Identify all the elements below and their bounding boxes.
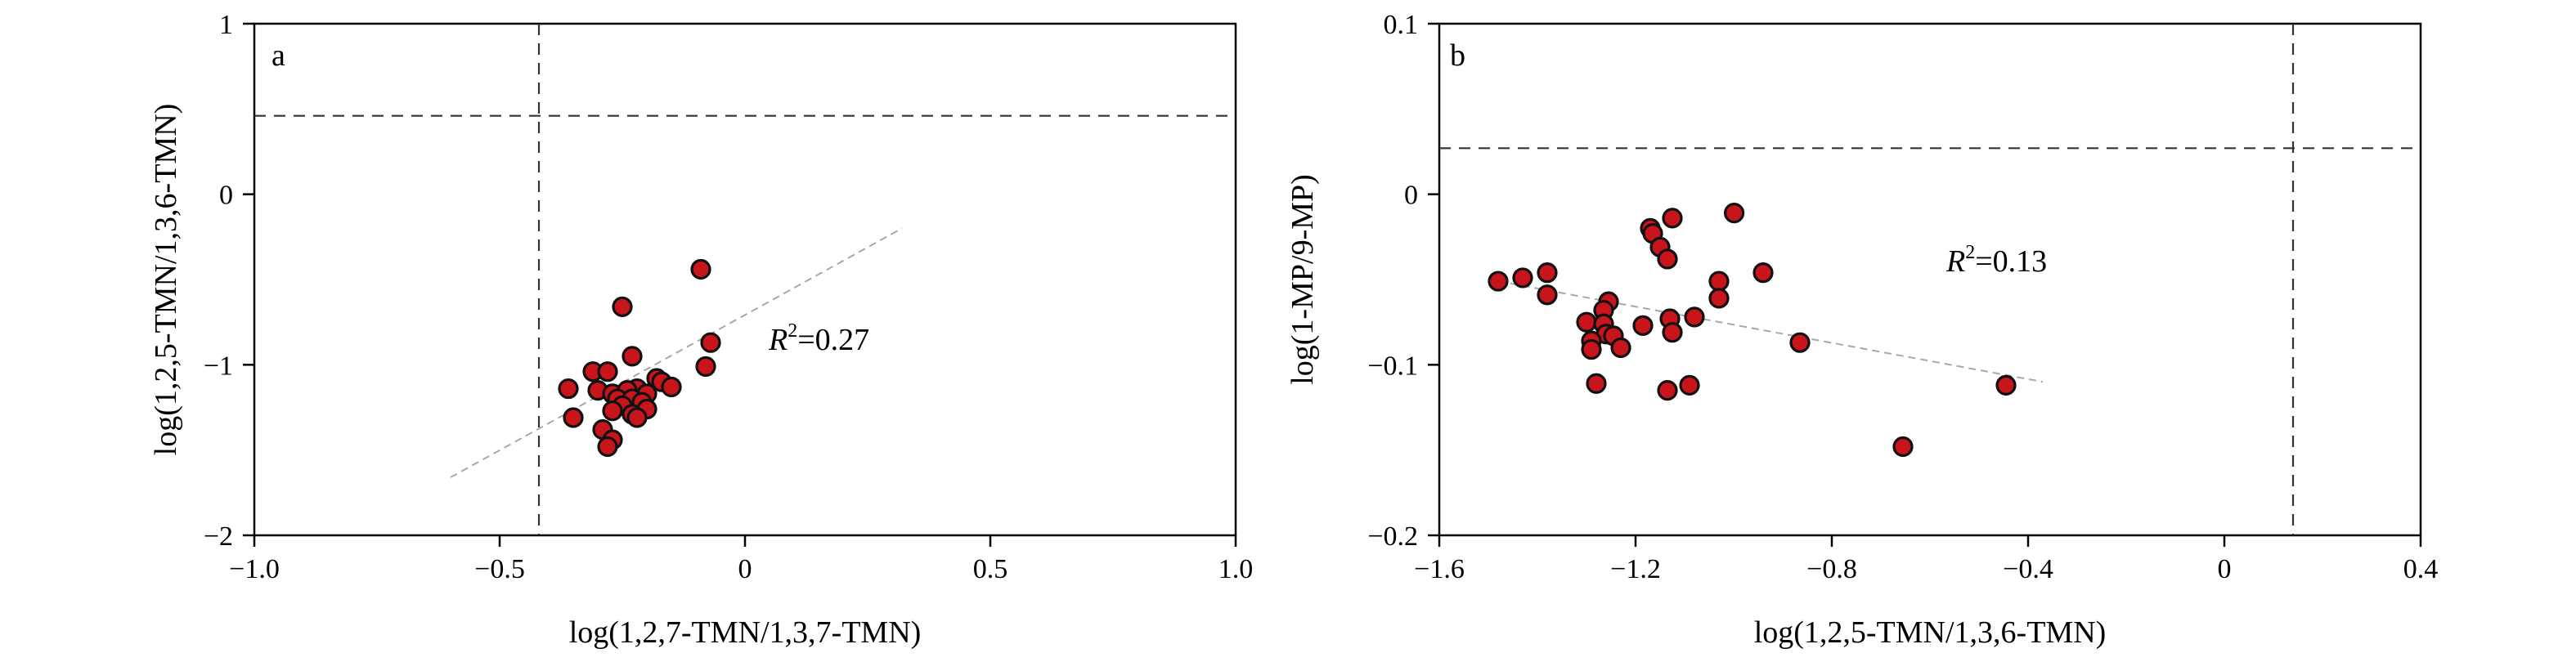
y-tick-label: −2: [204, 521, 233, 552]
data-point: [1610, 337, 1631, 359]
x-tick-label: −1.6: [1414, 554, 1465, 584]
data-point: [700, 332, 721, 353]
y-tick-label: 0: [1404, 181, 1418, 211]
x-tick-label: −0.4: [2003, 554, 2053, 584]
data-point: [661, 376, 682, 398]
data-point: [602, 400, 623, 422]
r-squared-value: =0.27: [797, 323, 869, 357]
data-point: [695, 356, 716, 378]
y-axis-label: log(1-MP/9-MP): [1286, 174, 1320, 385]
data-point: [1488, 271, 1509, 292]
x-tick-label: −1.0: [229, 554, 280, 584]
data-point: [1512, 267, 1533, 289]
x-tick-label: 0: [2218, 554, 2232, 584]
data-point: [1684, 306, 1705, 328]
data-point: [1679, 374, 1700, 396]
data-points: [1488, 203, 2017, 458]
data-point: [626, 407, 648, 428]
x-tick-label: 1.0: [1218, 554, 1254, 584]
plot-frame: [1438, 22, 2422, 537]
r-superscript: 2: [788, 320, 797, 342]
x-tick-label: −0.8: [1806, 554, 1857, 584]
x-tick-label: 0: [738, 554, 752, 584]
r-squared-value: =0.13: [1975, 244, 2047, 279]
data-point: [1632, 315, 1654, 336]
y-tick-label: −1: [204, 351, 233, 381]
x-axis-ticks: −1.6 −1.2 −0.8 −0.4 0 0.4: [1414, 535, 2438, 584]
data-point: [1662, 322, 1683, 343]
data-point: [1708, 271, 1730, 292]
x-tick-label: −1.2: [1610, 554, 1661, 584]
data-point: [563, 407, 584, 428]
panel-label: b: [1450, 38, 1465, 73]
plot-frame: [253, 22, 1237, 537]
y-tick-label: 0.1: [1384, 10, 1419, 40]
data-point: [1995, 374, 2017, 396]
y-tick-label: 0: [219, 181, 233, 211]
y-tick-label: 1: [219, 10, 233, 40]
data-point: [1657, 248, 1678, 270]
panel-label: a: [272, 38, 285, 73]
data-point: [1708, 288, 1730, 309]
x-tick-label: 0.5: [973, 554, 1008, 584]
y-tick-label: −0.1: [1367, 351, 1418, 381]
data-point: [1892, 436, 1914, 458]
data-point: [612, 296, 633, 317]
data-point: [1586, 373, 1607, 394]
data-point: [1724, 203, 1745, 224]
data-point: [597, 361, 618, 382]
data-point: [1789, 332, 1811, 353]
trend-line: [450, 227, 903, 478]
r-symbol: R: [768, 323, 788, 357]
data-point: [1537, 262, 1558, 284]
data-point: [690, 258, 711, 280]
x-axis-label: log(1,2,5-TMN/1,3,6-TMN): [1754, 615, 2107, 650]
data-point: [1662, 208, 1683, 229]
x-axis-label: log(1,2,7-TMN/1,3,7-TMN): [569, 615, 922, 650]
data-point: [1581, 338, 1602, 360]
r-squared-label: R2=0.13: [1945, 242, 2047, 279]
r-squared-label: R2=0.27: [768, 320, 869, 357]
data-point: [597, 436, 618, 458]
r-superscript: 2: [1965, 242, 1975, 263]
data-point: [1657, 380, 1678, 401]
data-point: [558, 378, 579, 400]
y-axis-ticks: −2 −1 0 1: [204, 10, 254, 552]
x-tick-label: −0.5: [474, 554, 525, 584]
data-point: [1752, 262, 1774, 284]
r-symbol: R: [1945, 244, 1965, 279]
data-points: [558, 258, 721, 458]
y-axis-label: log(1,2,5-TMN/1,3,6-TMN): [149, 104, 183, 456]
y-tick-label: −0.2: [1367, 521, 1418, 552]
x-tick-label: 0.4: [2403, 554, 2439, 584]
data-point: [1537, 284, 1558, 306]
x-axis-ticks: −1.0 −0.5 0 0.5 1.0: [229, 535, 1253, 584]
data-point: [622, 346, 643, 367]
panel-b: −1.6 −1.2 −0.8 −0.4 0 0.4 −0.2 −0.1 0 0.1 b R2=0…: [1286, 10, 2438, 650]
y-axis-ticks: −0.2 −0.1 0 0.1: [1367, 10, 1439, 552]
trend-line: [1497, 280, 2044, 383]
panel-a: −1.0 −0.5 0 0.5 1.0 −2 −1 0 1 a R2=0.27 log(1,2…: [149, 10, 1253, 650]
data-point: [1576, 311, 1597, 333]
